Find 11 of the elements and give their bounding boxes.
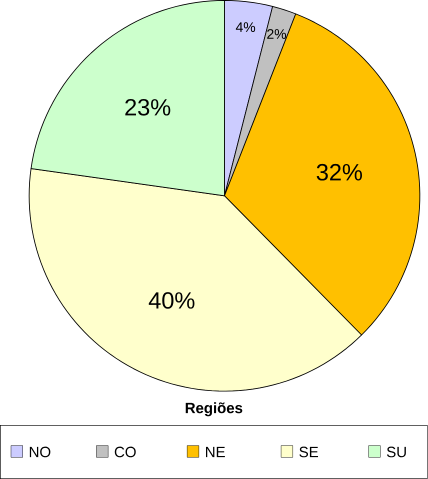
legend-label: NO bbox=[30, 446, 51, 458]
legend-label: CO bbox=[114, 446, 136, 458]
legend-title: Regiões bbox=[186, 402, 242, 416]
legend-label: SE bbox=[300, 446, 318, 458]
data-label: 40% bbox=[148, 292, 195, 309]
data-label: 4% bbox=[236, 22, 256, 32]
legend-label: SU bbox=[387, 446, 406, 458]
data-label: 32% bbox=[316, 164, 362, 181]
data-label: 2% bbox=[267, 29, 286, 39]
data-label: 23% bbox=[125, 98, 170, 116]
legend-label: NE bbox=[206, 446, 226, 458]
